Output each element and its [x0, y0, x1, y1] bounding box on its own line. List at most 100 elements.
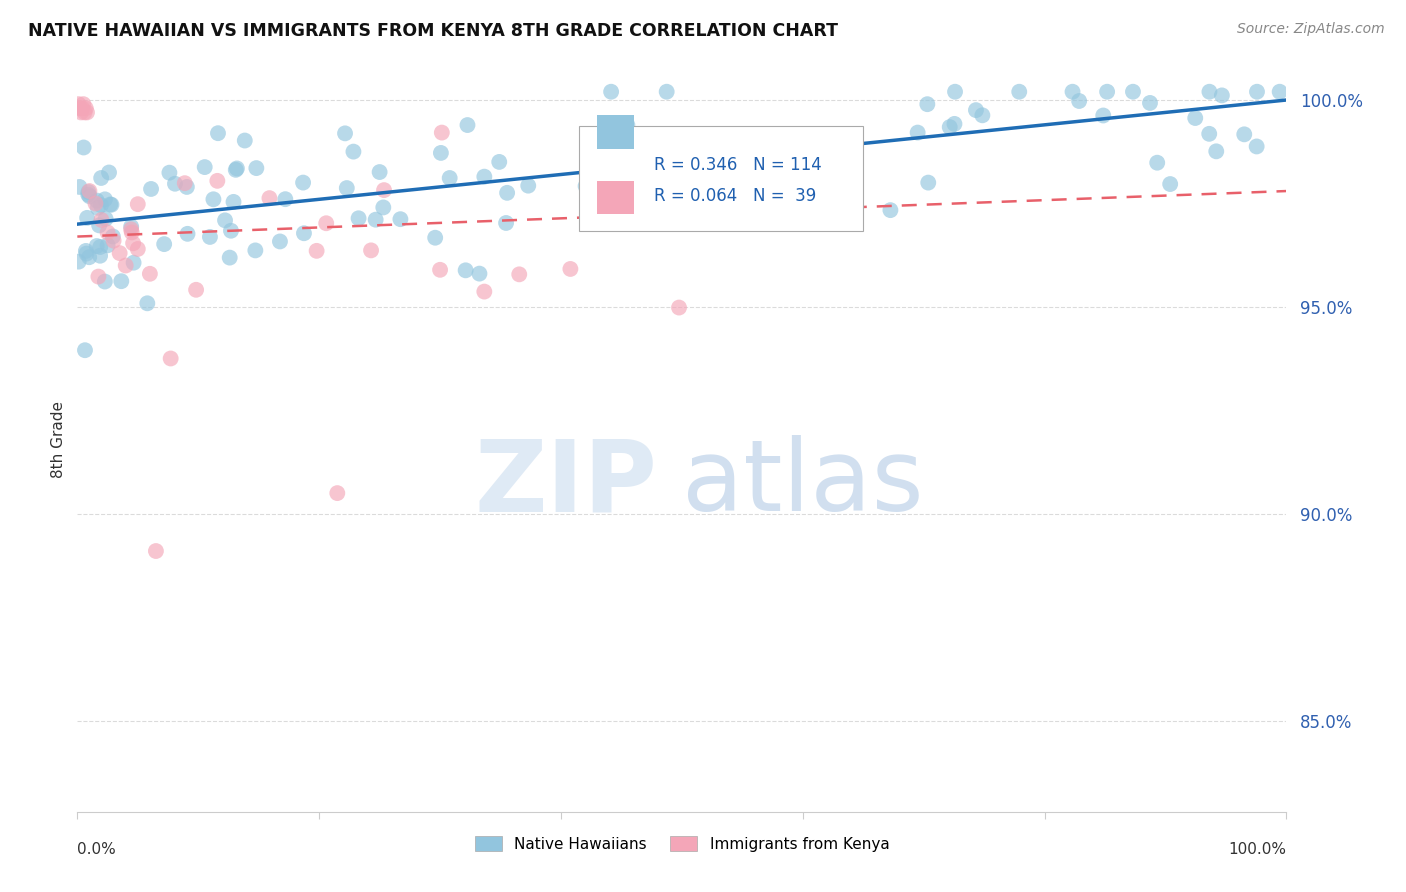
- Point: [794, 134, 817, 148]
- Y-axis label: 8th Grade: 8th Grade: [51, 401, 66, 478]
- Point: [73, 105, 96, 120]
- Point: [943, 117, 966, 131]
- Point: [305, 244, 328, 258]
- Point: [259, 191, 281, 205]
- Point: [139, 182, 162, 196]
- Point: [1146, 155, 1168, 169]
- Bar: [598, 181, 634, 214]
- Point: [574, 179, 596, 194]
- Point: [1069, 94, 1091, 108]
- Point: [127, 242, 149, 256]
- Point: [207, 174, 229, 188]
- Point: [114, 259, 136, 273]
- Point: [274, 192, 297, 206]
- Bar: [598, 115, 634, 149]
- Point: [176, 180, 198, 194]
- Text: Source: ZipAtlas.com: Source: ZipAtlas.com: [1237, 22, 1385, 37]
- Point: [496, 186, 519, 200]
- Point: [69, 180, 91, 194]
- Point: [77, 187, 100, 202]
- Point: [207, 126, 229, 140]
- Point: [472, 285, 495, 299]
- Point: [233, 134, 256, 148]
- Point: [90, 198, 112, 212]
- Point: [89, 240, 111, 254]
- Point: [673, 148, 696, 162]
- Point: [94, 211, 117, 226]
- Text: R = 0.064   N =  39: R = 0.064 N = 39: [654, 186, 817, 205]
- Point: [76, 105, 98, 120]
- Point: [103, 234, 125, 248]
- Point: [342, 145, 364, 159]
- Point: [429, 262, 451, 277]
- Point: [389, 212, 412, 227]
- Point: [651, 186, 673, 200]
- Point: [110, 274, 132, 288]
- Point: [672, 198, 695, 212]
- Point: [122, 255, 145, 269]
- Point: [122, 236, 145, 251]
- Point: [194, 160, 217, 174]
- Point: [159, 351, 181, 366]
- Point: [336, 181, 359, 195]
- Point: [202, 192, 225, 206]
- Point: [89, 219, 111, 233]
- Point: [938, 120, 960, 134]
- Point: [456, 118, 478, 132]
- Point: [1139, 95, 1161, 110]
- Point: [972, 108, 994, 122]
- Point: [89, 249, 111, 263]
- Point: [218, 251, 240, 265]
- Point: [616, 118, 638, 132]
- Point: [292, 226, 315, 240]
- Point: [1233, 128, 1256, 142]
- Point: [153, 237, 176, 252]
- Point: [1095, 85, 1118, 99]
- Text: ZIP: ZIP: [475, 435, 658, 533]
- Point: [1211, 88, 1233, 103]
- Point: [67, 97, 90, 112]
- Point: [94, 275, 117, 289]
- Point: [84, 196, 107, 211]
- Point: [86, 194, 108, 208]
- Point: [176, 227, 198, 241]
- Point: [879, 203, 901, 218]
- Point: [98, 197, 121, 211]
- Point: [592, 153, 614, 167]
- Point: [468, 267, 491, 281]
- Point: [101, 229, 124, 244]
- Point: [198, 230, 221, 244]
- Point: [90, 171, 112, 186]
- Legend: Native Hawaiians, Immigrants from Kenya: Native Hawaiians, Immigrants from Kenya: [468, 830, 896, 858]
- Point: [1246, 85, 1268, 99]
- Point: [595, 187, 617, 202]
- Text: atlas: atlas: [682, 435, 924, 533]
- Point: [173, 176, 195, 190]
- Point: [69, 101, 91, 115]
- Point: [86, 239, 108, 253]
- Point: [70, 105, 93, 120]
- Point: [425, 231, 447, 245]
- Point: [67, 254, 90, 268]
- Point: [100, 197, 122, 211]
- Point: [1092, 108, 1115, 122]
- Point: [79, 184, 101, 198]
- FancyBboxPatch shape: [579, 127, 863, 231]
- Point: [77, 185, 100, 199]
- Point: [245, 161, 267, 175]
- Point: [439, 171, 461, 186]
- Point: [87, 269, 110, 284]
- Point: [75, 101, 97, 115]
- Point: [97, 238, 120, 252]
- Point: [430, 145, 453, 160]
- Point: [76, 246, 98, 260]
- Point: [75, 244, 97, 258]
- Point: [269, 235, 291, 249]
- Point: [655, 184, 678, 198]
- Point: [965, 103, 987, 117]
- Point: [347, 211, 370, 226]
- Point: [219, 224, 242, 238]
- Point: [741, 163, 763, 178]
- Point: [139, 267, 162, 281]
- Point: [157, 166, 180, 180]
